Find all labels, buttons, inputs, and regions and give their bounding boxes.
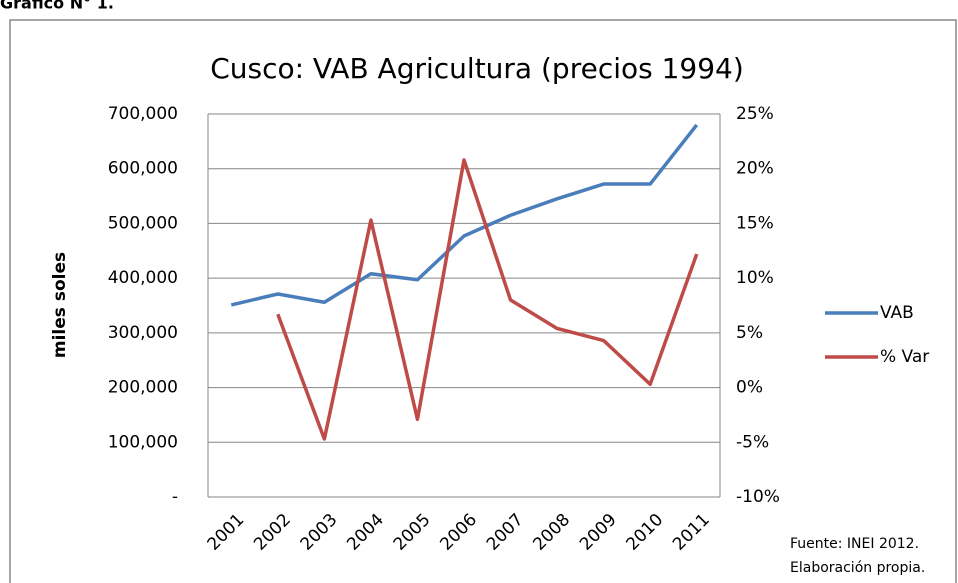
- legend-label: % Var: [880, 347, 929, 367]
- y-tick-label: 100,000: [108, 432, 178, 452]
- y2-tick-label: 20%: [736, 159, 774, 179]
- y2-tick-label: 0%: [736, 378, 763, 398]
- y-axis-label: miles soles: [50, 252, 70, 358]
- y-tick-label: 400,000: [108, 268, 178, 288]
- series-line: [230, 123, 699, 307]
- y2-tick-label: 10%: [736, 268, 774, 288]
- chart-title: Cusco: VAB Agricultura (precios 1994): [210, 52, 744, 85]
- y-tick-label: -: [172, 487, 178, 507]
- y2-tick-label: 5%: [736, 323, 763, 343]
- caption: Gráfico N° 1.: [0, 0, 114, 13]
- y-tick-label: 200,000: [108, 378, 178, 398]
- y-tick-label: 300,000: [108, 323, 178, 343]
- legend-label: VAB: [880, 303, 914, 323]
- y2-tick-label: 15%: [736, 213, 774, 233]
- y2-tick-label: -10%: [736, 487, 780, 507]
- series-line: [276, 158, 699, 441]
- y-tick-label: 700,000: [108, 104, 178, 124]
- source-line: Elaboración propia.: [790, 560, 925, 576]
- y-tick-label: 600,000: [108, 159, 178, 179]
- y-tick-label: 500,000: [108, 213, 178, 233]
- y2-tick-label: 25%: [736, 104, 774, 124]
- source-line: Fuente: INEI 2012.: [790, 536, 919, 552]
- y2-tick-label: -5%: [736, 432, 769, 452]
